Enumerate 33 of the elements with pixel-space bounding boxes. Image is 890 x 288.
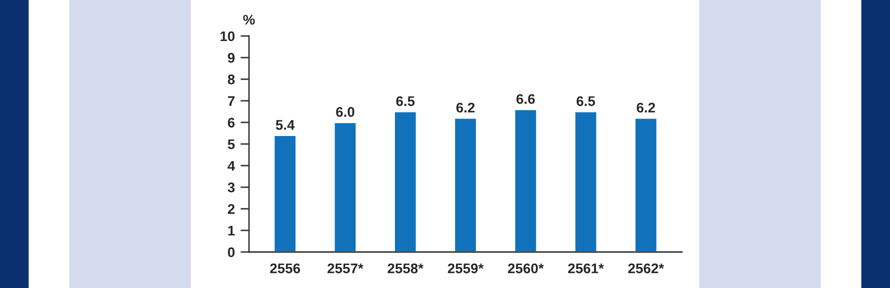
bar: [634, 117, 658, 252]
y-tick-label: 5: [228, 139, 235, 150]
data-label: 6.5: [396, 96, 415, 106]
data-label: 6.5: [576, 96, 596, 106]
y-tick-label: 4: [228, 161, 236, 171]
bar: [574, 110, 598, 252]
data-label: 6.0: [336, 107, 354, 117]
y-tick-label: 6: [228, 118, 235, 128]
x-tick-label: 2561*: [568, 263, 604, 274]
bar: [333, 122, 358, 252]
x-tick-label: 2558*: [388, 263, 424, 274]
bar: [514, 108, 538, 252]
x-tick-label: 2562*: [628, 263, 664, 274]
y-tick-label: 2: [228, 204, 235, 214]
bar: [454, 117, 478, 252]
y-tick-label: 10: [220, 31, 235, 42]
x-tick-label: 2560*: [508, 263, 544, 274]
data-label: 6.6: [516, 94, 535, 104]
data-label: 6.2: [456, 102, 475, 113]
y-tick-label: 8: [228, 74, 235, 84]
x-tick-label: 2557*: [328, 263, 364, 274]
y-tick-label: 9: [228, 52, 235, 63]
x-tick-label: 2556: [270, 263, 300, 274]
y-tick-label: 0: [228, 247, 235, 258]
x-tick-label: 2559*: [448, 263, 484, 274]
bar: [394, 110, 418, 252]
bar: [273, 134, 297, 252]
data-label: 6.2: [636, 102, 656, 113]
y-tick-label: 3: [228, 182, 235, 192]
y-tick-label: 1: [228, 226, 235, 236]
y-axis-title: %: [243, 14, 255, 25]
data-label: 5.4: [276, 120, 295, 130]
y-tick-label: 7: [228, 96, 234, 106]
